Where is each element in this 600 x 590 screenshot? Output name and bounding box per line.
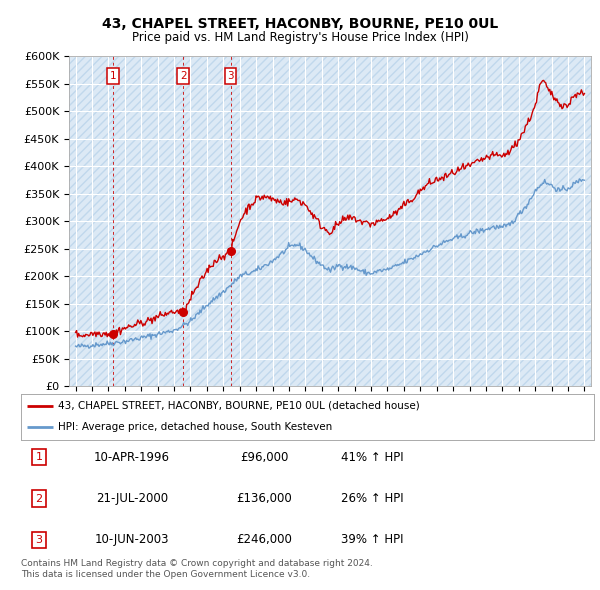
Text: £96,000: £96,000: [240, 451, 288, 464]
Text: Contains HM Land Registry data © Crown copyright and database right 2024.
This d: Contains HM Land Registry data © Crown c…: [21, 559, 373, 579]
Text: 1: 1: [110, 71, 116, 81]
Text: £246,000: £246,000: [236, 533, 292, 546]
Text: 2: 2: [180, 71, 187, 81]
Text: 21-JUL-2000: 21-JUL-2000: [96, 492, 168, 505]
Text: 2: 2: [35, 494, 43, 503]
Text: HPI: Average price, detached house, South Kesteven: HPI: Average price, detached house, Sout…: [58, 422, 332, 432]
Text: 41% ↑ HPI: 41% ↑ HPI: [341, 451, 403, 464]
Text: 26% ↑ HPI: 26% ↑ HPI: [341, 492, 403, 505]
Text: 43, CHAPEL STREET, HACONBY, BOURNE, PE10 0UL (detached house): 43, CHAPEL STREET, HACONBY, BOURNE, PE10…: [58, 401, 420, 411]
Text: Price paid vs. HM Land Registry's House Price Index (HPI): Price paid vs. HM Land Registry's House …: [131, 31, 469, 44]
Text: £136,000: £136,000: [236, 492, 292, 505]
Text: 39% ↑ HPI: 39% ↑ HPI: [341, 533, 403, 546]
Text: 10-APR-1996: 10-APR-1996: [94, 451, 170, 464]
Text: 3: 3: [35, 535, 43, 545]
Text: 10-JUN-2003: 10-JUN-2003: [95, 533, 169, 546]
Text: 3: 3: [227, 71, 234, 81]
Text: 43, CHAPEL STREET, HACONBY, BOURNE, PE10 0UL: 43, CHAPEL STREET, HACONBY, BOURNE, PE10…: [102, 17, 498, 31]
Text: 1: 1: [35, 453, 43, 462]
